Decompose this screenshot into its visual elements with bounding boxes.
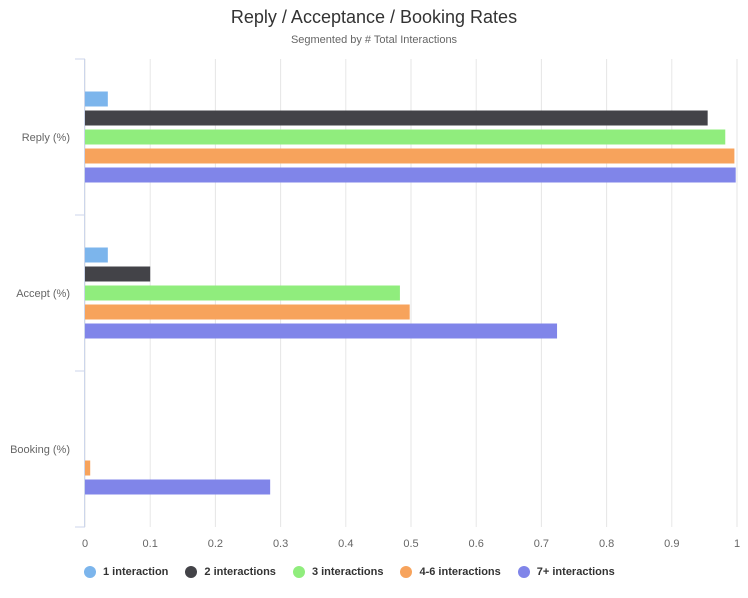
bar[interactable] [85, 129, 726, 145]
legend-item[interactable]: 7+ interactions [517, 566, 615, 578]
x-tick-label: 0.1 [143, 538, 158, 550]
bar[interactable] [85, 479, 271, 495]
bar[interactable] [85, 247, 108, 263]
bar[interactable] [85, 323, 558, 339]
bar[interactable] [85, 167, 736, 183]
x-tick-label: 0.2 [208, 538, 223, 550]
bar[interactable] [85, 460, 91, 476]
legend-label: 7+ interactions [536, 566, 615, 578]
legend-marker-icon [292, 566, 305, 578]
bar[interactable] [85, 285, 400, 301]
legend-marker-icon [400, 566, 413, 578]
legend-label: 4-6 interactions [419, 566, 501, 578]
legend-label: 2 interactions [204, 566, 276, 578]
legend-label: 1 interaction [103, 566, 169, 578]
category-label: Reply (%) [22, 132, 70, 144]
category-label: Accept (%) [16, 288, 70, 300]
legend-item[interactable]: 4-6 interactions [400, 566, 501, 578]
legend-label: 3 interactions [311, 566, 384, 578]
value-axis: 0 0.1 0.2 0.3 0.4 0.5 0.6 0.7 0.8 0.9 1 [82, 538, 740, 550]
legend-marker-icon [185, 566, 198, 578]
chart-subtitle: Segmented by # Total Interactions [290, 34, 458, 46]
x-tick-label: 0.7 [534, 538, 549, 550]
bar[interactable] [85, 91, 108, 107]
bar[interactable] [85, 304, 410, 320]
legend-item[interactable]: 3 interactions [292, 566, 384, 578]
legend: 1 interaction 2 interactions 3 interaction… [84, 566, 632, 578]
x-tick-label: 0.4 [338, 538, 353, 550]
legend-item[interactable]: 1 interaction [84, 566, 168, 578]
category-label: Booking (%) [10, 444, 70, 456]
legend-marker-icon [84, 566, 96, 578]
x-tick-label: 0.9 [664, 538, 679, 550]
chart-title: Reply / Acceptance / Booking Rates [230, 7, 518, 27]
x-tick-label: 0.3 [273, 538, 288, 550]
x-tick-label: 0.8 [599, 538, 614, 550]
legend-marker-icon [517, 566, 530, 578]
x-tick-label: 0.5 [403, 538, 418, 550]
bar-series [85, 91, 736, 495]
bar[interactable] [85, 266, 151, 282]
x-tick-label: 0.6 [469, 538, 484, 550]
bar[interactable] [85, 148, 735, 164]
legend-item[interactable]: 2 interactions [185, 566, 276, 578]
x-tick-label: 0 [82, 538, 88, 550]
x-tick-label: 1 [734, 538, 740, 550]
bar[interactable] [85, 110, 708, 126]
category-axis: Reply (%) Accept (%) Booking (%) [10, 58, 85, 528]
